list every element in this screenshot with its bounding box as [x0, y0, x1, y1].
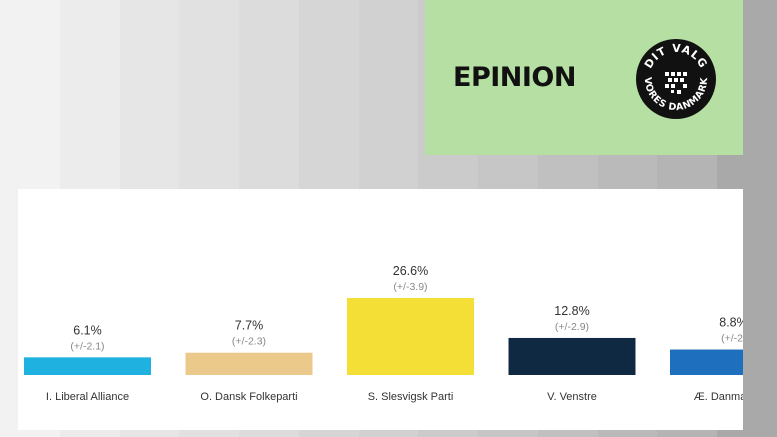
bar [24, 357, 151, 375]
bar [347, 298, 474, 375]
chart-svg: 6.1% (+/-2.1) I. Liberal Alliance 7.7% (+/-2… [24, 264, 743, 403]
value-label: 8.8% [719, 316, 743, 330]
value-label: 6.1% [73, 323, 102, 337]
bar [185, 352, 313, 375]
pollster-name: EPINION [453, 62, 576, 93]
category-label: O. Dansk Folkeparti [200, 391, 297, 403]
bar [670, 349, 743, 375]
category-label: S. Slesvigsk Parti [368, 391, 454, 403]
bar-group: 26.6% (+/-3.9) S. Slesvigsk Parti [347, 264, 474, 403]
margin-label: (+/-2.3) [232, 336, 266, 348]
bar-group: 12.8% (+/-2.9) V. Venstre [508, 304, 636, 403]
election-badge-logo: DIT VALG VORES DANMARK [636, 39, 716, 119]
margin-label: (+/-2. [721, 333, 743, 345]
poll-chart: 6.1% (+/-2.1) I. Liberal Alliance 7.7% (+/-2… [18, 189, 743, 430]
value-label: 7.7% [235, 319, 264, 333]
value-label: 26.6% [393, 264, 428, 278]
bar-group: 7.7% (+/-2.3) O. Dansk Folkeparti [185, 319, 313, 403]
category-label: Æ. Danmarksde [694, 391, 743, 403]
value-label: 12.8% [554, 304, 589, 318]
header-panel: EPINION DIT VALG VORES DANMARK [425, 0, 743, 155]
category-label: V. Venstre [547, 391, 597, 403]
bar [508, 337, 636, 375]
margin-label: (+/-2.1) [70, 340, 104, 352]
bar-group: 6.1% (+/-2.1) I. Liberal Alliance [24, 323, 151, 403]
margin-label: (+/-2.9) [555, 321, 589, 333]
bar-group: 8.8% (+/-2. Æ. Danmarksde [670, 316, 743, 403]
category-label: I. Liberal Alliance [46, 391, 129, 403]
margin-label: (+/-3.9) [393, 281, 427, 293]
